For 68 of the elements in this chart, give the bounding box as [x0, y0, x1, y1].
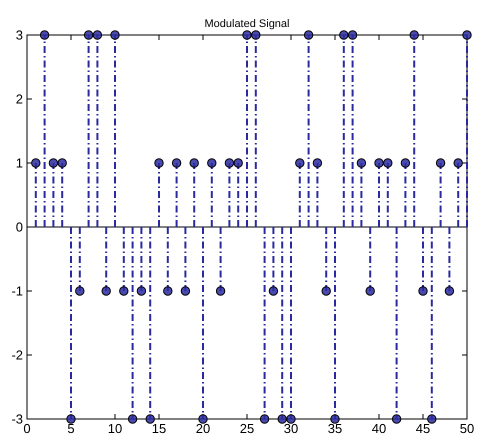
point — [286, 414, 296, 424]
x-tick-label: 25 — [240, 421, 254, 436]
point — [66, 414, 76, 424]
point — [374, 158, 384, 168]
point — [190, 158, 199, 168]
point — [119, 286, 128, 296]
point — [427, 414, 436, 424]
point — [436, 158, 446, 168]
x-tick-label: 10 — [108, 421, 122, 436]
point — [251, 30, 260, 40]
point — [102, 286, 111, 296]
y-tick-label: -3 — [11, 412, 23, 427]
point — [356, 158, 366, 168]
point — [31, 158, 40, 168]
point — [330, 414, 340, 424]
point — [58, 158, 67, 168]
point — [198, 414, 208, 424]
x-tick-label: 30 — [284, 421, 298, 436]
point — [207, 158, 216, 168]
point — [278, 414, 287, 424]
point — [234, 158, 243, 168]
x-tick-label: 50 — [460, 421, 474, 436]
point — [110, 30, 120, 40]
y-tick-label: 3 — [16, 28, 23, 43]
point — [392, 414, 402, 424]
point — [295, 158, 304, 168]
x-tick-label: 5 — [67, 421, 75, 436]
point — [366, 286, 375, 296]
point — [40, 30, 50, 40]
point — [84, 30, 94, 40]
point — [242, 30, 252, 40]
point — [322, 286, 331, 296]
x-tick-label: 15 — [152, 421, 166, 436]
point — [216, 286, 226, 296]
point — [268, 286, 278, 296]
x-tick-label: 40 — [372, 421, 386, 436]
y-tick-label: 0 — [16, 220, 23, 235]
point — [348, 30, 358, 40]
point — [400, 158, 410, 168]
point — [418, 286, 428, 296]
x-tick-label: 35 — [328, 421, 342, 436]
y-tick-label: -2 — [11, 348, 23, 363]
point — [92, 30, 102, 40]
point — [128, 414, 138, 424]
point — [48, 158, 58, 168]
point — [410, 30, 419, 40]
point — [444, 286, 454, 296]
chart-title: Modulated Signal — [204, 18, 290, 30]
point — [312, 158, 322, 168]
y-tick-label: -1 — [11, 284, 23, 299]
point — [180, 286, 190, 296]
x-tick-label: 20 — [196, 421, 210, 436]
point — [224, 158, 234, 168]
x-tick-label: 45 — [416, 421, 430, 436]
point — [339, 30, 348, 40]
point — [383, 158, 392, 168]
point — [154, 158, 164, 168]
y-tick-label: 1 — [16, 156, 23, 171]
point — [163, 286, 172, 296]
point — [172, 158, 182, 168]
point — [260, 414, 270, 424]
point — [462, 30, 472, 40]
point — [146, 414, 155, 424]
point — [304, 30, 314, 40]
y-tick-label: 2 — [16, 92, 23, 107]
point — [75, 286, 84, 296]
point — [454, 158, 463, 168]
point — [136, 286, 146, 296]
